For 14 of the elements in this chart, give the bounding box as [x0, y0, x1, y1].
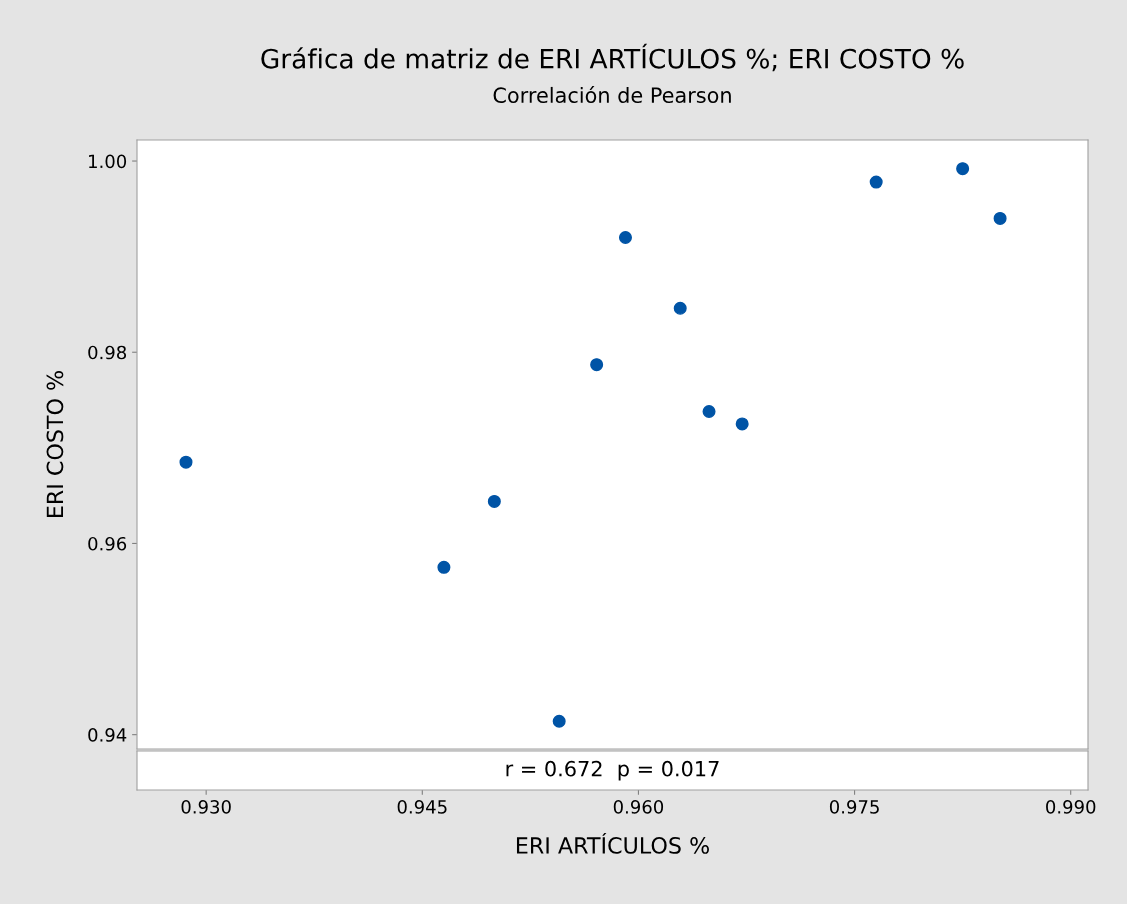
- chart-subtitle: Correlación de Pearson: [493, 86, 731, 104]
- y-tick-label: 0.96: [88, 536, 127, 551]
- y-tick-label: 0.94: [88, 728, 127, 742]
- x-tick-label: 0.945: [397, 800, 447, 814]
- chart-title: Gráfica de matriz de ERI ARTÍCULOS %; ERI COSTO %: [261, 43, 964, 72]
- x-tick-label: 0.975: [829, 800, 879, 814]
- text: r = 0.672 p = 0.017: [506, 760, 719, 781]
- x-tick-label: 0.960: [613, 800, 664, 814]
- y-axis-title: ERI COSTO %: [46, 371, 64, 518]
- x-tick-label: 0.930: [181, 800, 231, 814]
- x-axis-title: ERI ARTÍCULOS %: [516, 832, 709, 854]
- y-tick-label: 1.00: [89, 154, 127, 169]
- x-tick-label: 0.990: [1046, 800, 1096, 814]
- y-tick-label: 0.98: [88, 345, 127, 360]
